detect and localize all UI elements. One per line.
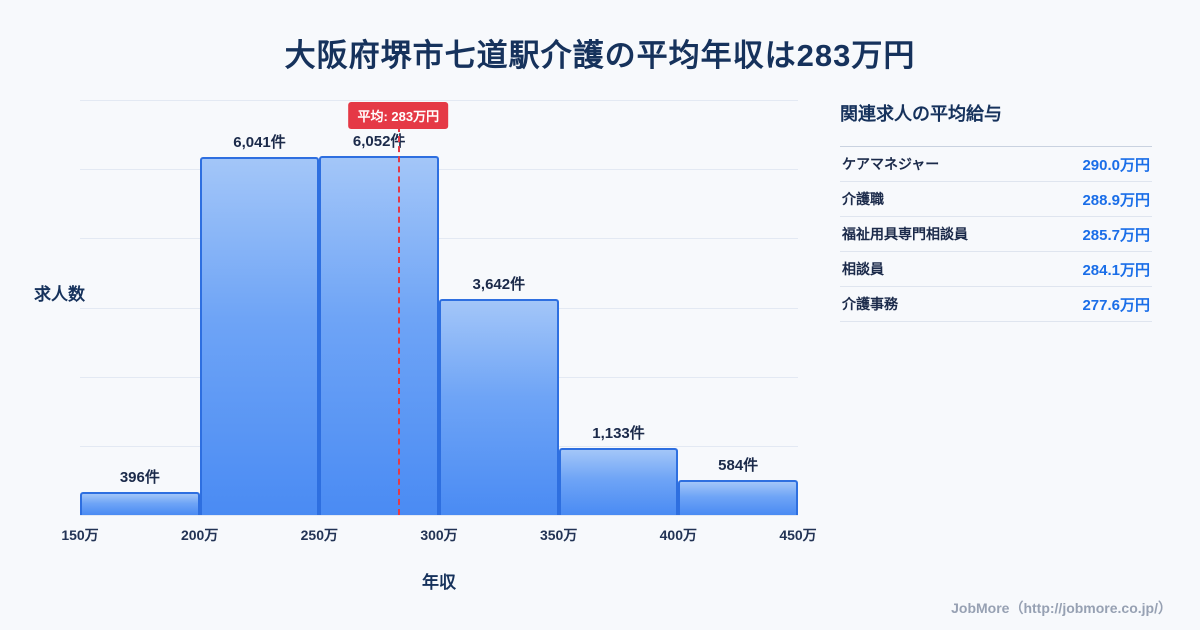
related-jobs-table: ケアマネジャー 290.0万円介護職 288.9万円福祉用具専門相談員 285.7万円… [840, 146, 1152, 322]
x-tick-label: 200万 [180, 527, 219, 543]
x-tick-label: 350万 [539, 527, 578, 543]
gridline [80, 238, 798, 240]
x-tick-label: 300万 [420, 527, 458, 543]
bar-value-label: 3,642件 [472, 276, 526, 294]
gridline [80, 100, 798, 101]
bar-value-label: 6,052件 [352, 133, 406, 151]
related-jobs-title: 関連求人の平均給与 [840, 104, 1002, 124]
bar-value-label: 1,133件 [592, 424, 645, 442]
x-tick-label: 450万 [779, 527, 817, 543]
histogram-bar [80, 491, 200, 515]
related-job-label: 福祉用具専門相談員 [842, 226, 968, 242]
x-axis-label: 年収 [422, 573, 456, 592]
y-axis-label: 求人数 [34, 285, 85, 304]
related-job-salary: 288.9万円 [1082, 191, 1150, 209]
related-job-row: 介護事務 277.6万円 [840, 287, 1152, 322]
histogram-bar [558, 447, 679, 515]
related-job-label: 介護事務 [842, 296, 898, 312]
x-tick-label: 250万 [300, 527, 339, 543]
x-tick-label: 150万 [61, 527, 99, 543]
related-job-salary: 290.0万円 [1082, 156, 1150, 174]
related-job-label: 相談員 [842, 261, 884, 277]
average-badge: 平均: 283万円 [348, 102, 449, 129]
gridline [80, 169, 798, 171]
footer-credit-link[interactable]: JobMore（http://jobmore.co.jp/） [951, 600, 1172, 616]
related-job-salary: 285.7万円 [1082, 226, 1150, 244]
average-line [398, 126, 401, 515]
page-title: 大阪府堺市七道駅介護の平均年収は283万円 [284, 38, 916, 73]
related-job-row: 相談員 284.1万円 [840, 252, 1152, 287]
bar-value-label: 396件 [119, 468, 160, 486]
related-job-salary: 284.1万円 [1082, 261, 1150, 279]
plot-area: 396件 6,041件 6,052件 3,642件 1,133件 584件 平均: 283万… [80, 100, 798, 516]
histogram-bar [199, 156, 320, 515]
related-job-row: 福祉用具専門相談員 285.7万円 [840, 217, 1152, 252]
bar-value-label: 584件 [718, 457, 759, 475]
histogram-bar [439, 299, 559, 515]
x-tick-label: 400万 [659, 527, 698, 543]
related-jobs-panel: 関連求人の平均給与 ケアマネジャー 290.0万円介護職 288.9万円福祉用具専門… [840, 100, 1152, 322]
related-job-salary: 277.6万円 [1082, 296, 1150, 314]
related-job-label: ケアマネジャー [842, 156, 940, 172]
bar-value-label: 6,041件 [233, 133, 286, 151]
related-job-label: 介護職 [842, 191, 884, 207]
related-job-row: 介護職 288.9万円 [840, 182, 1152, 217]
histogram-bar [319, 156, 439, 515]
gridline [80, 515, 798, 516]
related-job-row: ケアマネジャー 290.0万円 [840, 147, 1152, 182]
histogram-bar [678, 480, 798, 515]
